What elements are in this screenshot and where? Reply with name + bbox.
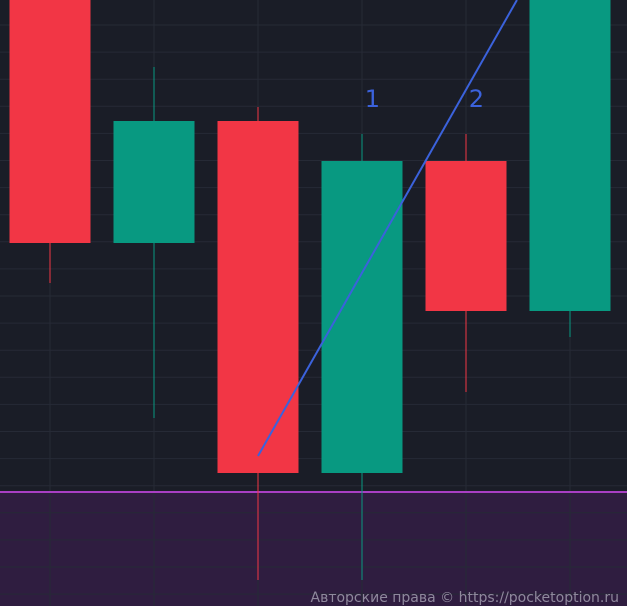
annotation-label: 2 xyxy=(469,85,484,113)
candle-body-bullish xyxy=(113,121,195,243)
candle-body-bullish xyxy=(321,161,403,473)
candle-body-bearish xyxy=(9,0,91,243)
annotation-label: 1 xyxy=(365,85,380,113)
trendline xyxy=(257,0,518,457)
candle-body-bearish xyxy=(217,121,299,473)
level-zone xyxy=(0,492,627,606)
candle-body-bearish xyxy=(425,161,507,311)
candle-body-bullish xyxy=(529,0,611,311)
watermark: Авторские права © https://pocketoption.r… xyxy=(310,590,620,606)
